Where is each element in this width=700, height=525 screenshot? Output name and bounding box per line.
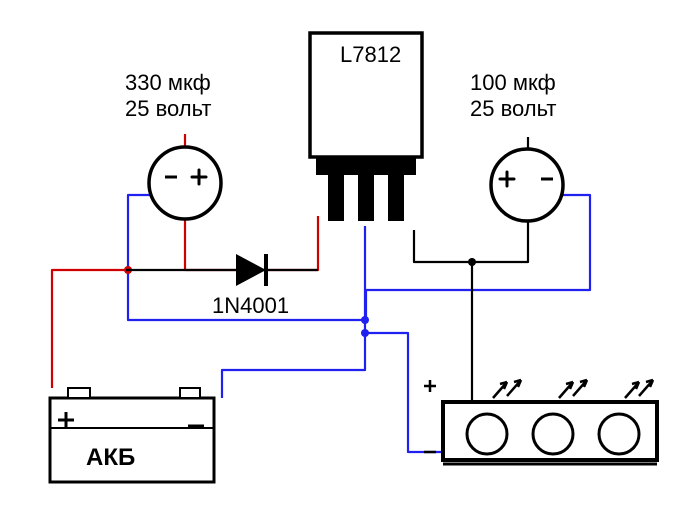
cap-left-line2: 25 вольт xyxy=(125,96,211,122)
led-strip xyxy=(424,380,657,464)
cap-left-line1: 330 мкф xyxy=(125,70,211,96)
battery-label: АКБ xyxy=(86,444,135,472)
diode-label: 1N4001 xyxy=(212,293,289,319)
regulator-label: L7812 xyxy=(340,42,401,68)
circuit-diagram: L7812 330 мкф 25 вольт 100 мкф 25 вольт … xyxy=(0,0,700,525)
capacitor-left xyxy=(149,147,221,219)
cap-right-line1: 100 мкф xyxy=(470,70,556,96)
cap-right-line2: 25 вольт xyxy=(470,96,556,122)
capacitor-right xyxy=(491,149,563,221)
diode xyxy=(126,254,318,286)
